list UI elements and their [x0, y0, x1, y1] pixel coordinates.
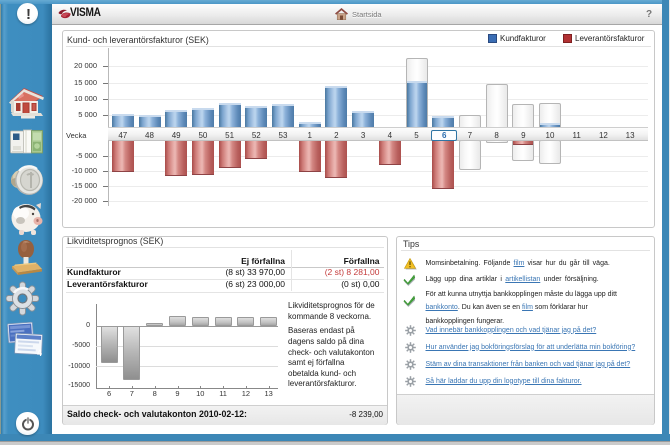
svg-text:4: 4	[37, 348, 42, 357]
